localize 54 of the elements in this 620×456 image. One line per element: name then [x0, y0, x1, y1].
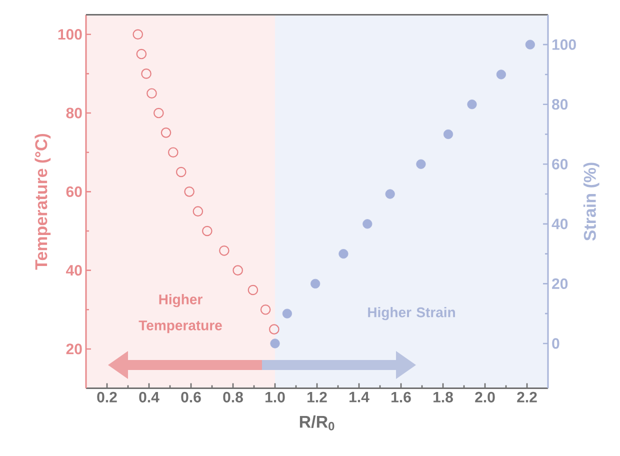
point [136, 48, 147, 60]
point [270, 338, 280, 348]
point [269, 324, 280, 334]
y2-tick-label: 100 [552, 39, 576, 50]
point [219, 246, 230, 256]
y-axis-title: Temperature (°C) [34, 134, 51, 270]
band-label: Higher Strain [368, 307, 455, 320]
point [192, 206, 204, 216]
point [416, 159, 426, 169]
y-tick-label: 20 [66, 344, 82, 354]
point [260, 304, 271, 315]
point [146, 88, 157, 99]
x-tick-label: 1.2 [308, 392, 327, 402]
point [232, 265, 243, 276]
y2-tick-label: 20 [552, 278, 568, 289]
y-tick-label: 100 [58, 29, 82, 40]
y-tick-label: 80 [66, 108, 82, 118]
point [202, 226, 212, 236]
point [141, 68, 152, 79]
x-tick-label: 1.6 [392, 392, 411, 402]
y2-tick-label: 0 [552, 338, 560, 349]
point [248, 284, 258, 296]
point [282, 308, 292, 318]
point [160, 128, 172, 138]
x-tick-label: 0.4 [139, 392, 160, 402]
point [525, 40, 535, 50]
x-tick-label: 0.2 [97, 392, 117, 402]
y-tick-label: 60 [66, 186, 82, 197]
point [362, 219, 372, 229]
x-tick-label: 0.6 [181, 392, 201, 402]
point [385, 189, 395, 199]
point [176, 166, 186, 178]
x-tick-label: 2.0 [475, 392, 495, 402]
x-tick-label: 2.2 [517, 392, 537, 402]
point [154, 108, 164, 118]
x-tick-label: 1.0 [266, 392, 285, 402]
x-tick-label: 0.8 [223, 392, 243, 402]
point [310, 278, 320, 288]
point [496, 70, 506, 80]
x-tick-label: 1.8 [434, 392, 453, 402]
x-axis-title: R/R$_{0}$ [300, 415, 334, 430]
point [443, 129, 454, 140]
point [132, 29, 144, 40]
y2-tick-label: 60 [552, 158, 568, 170]
band-label: Higher Temperature [138, 294, 222, 334]
y2-axis-title: Strain (%) [583, 162, 600, 241]
point [338, 249, 348, 259]
y2-tick-label: 40 [552, 218, 568, 230]
point [184, 186, 194, 197]
point [168, 147, 178, 158]
point [467, 100, 477, 110]
y-tick-label: 40 [66, 265, 82, 276]
y2-tick-label: 80 [552, 99, 568, 110]
x-tick-label: 1.4 [350, 392, 370, 402]
